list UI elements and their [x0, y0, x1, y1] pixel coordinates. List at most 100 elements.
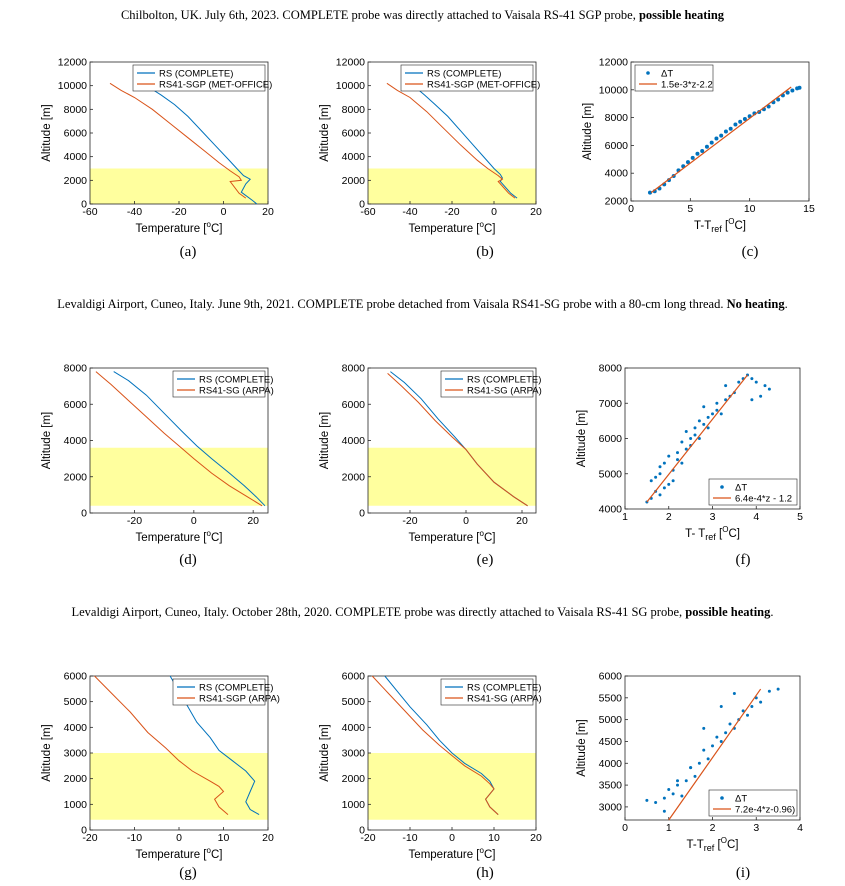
- scatter-point: [742, 116, 747, 121]
- scatter-point: [676, 451, 679, 455]
- x-tick-label: 4: [797, 822, 803, 834]
- chart-b-svg: -60 -40 -20 0 20 0 2000 4000 6000 8000 10000 12000 A…: [319, 57, 542, 236]
- y-tick-label: 0: [359, 508, 365, 520]
- scatter-point: [728, 126, 733, 131]
- series-line-1: [169, 675, 260, 816]
- y-tick-label: 0: [81, 825, 87, 837]
- legend: ΔT7.2e-4*z-0.96): [708, 789, 798, 817]
- panel-caption-b: (b): [476, 244, 494, 260]
- chart-a: -60 -40 -20 0 20 0 2000 4000 6000 8000 10000 12000 A…: [30, 52, 278, 247]
- y-tick-label: 5000: [599, 468, 623, 480]
- x-tick-label: 4: [753, 511, 759, 523]
- y-tick-label: 8000: [599, 363, 623, 375]
- scatter-point: [697, 437, 701, 440]
- legend-label: RS (COMPLETE): [199, 683, 273, 694]
- x-tick-label: -20: [127, 515, 142, 527]
- legend-label: 7.2e-4*z-0.96): [735, 805, 795, 816]
- x-tick-label: 5: [797, 511, 803, 523]
- series-line-2: [95, 371, 263, 507]
- x-axis-label: T-Tref [OC]: [694, 217, 746, 234]
- y-axis-label: Altitude [m]: [582, 103, 594, 161]
- x-axis-label: Temperature [oC]: [136, 220, 223, 235]
- panel-caption-c: (c): [741, 244, 759, 260]
- legend-label: ΔT: [661, 69, 673, 80]
- x-tick-label: -40: [402, 206, 417, 218]
- scatter-point: [706, 426, 710, 430]
- row-title-1: Chilbolton, UK. July 6th, 2023. COMPLETE…: [120, 8, 725, 22]
- y-tick-label: 4000: [342, 722, 366, 734]
- panel-caption-d: (d): [179, 552, 197, 568]
- y-tick-label: 2000: [64, 175, 88, 187]
- y-tick-label: 2000: [64, 773, 88, 785]
- y-tick-label: 6000: [342, 671, 366, 683]
- scatter-point: [759, 394, 763, 398]
- scatter-point: [711, 412, 714, 416]
- scatter-point: [750, 377, 754, 381]
- legend-label: RS (COMPLETE): [199, 375, 273, 386]
- x-tick-label: -40: [127, 206, 142, 218]
- scatter-point: [685, 160, 690, 165]
- scatter-point: [676, 783, 679, 787]
- scatter-point: [680, 794, 684, 798]
- scatter-point: [689, 766, 693, 770]
- panel-caption-h: (h): [476, 865, 494, 881]
- scatter-point: [719, 133, 724, 138]
- x-tick-label: 20: [262, 206, 274, 218]
- legend-box: [132, 64, 266, 92]
- legend-box: [708, 789, 798, 817]
- x-tick-label: 20: [530, 206, 542, 218]
- y-tick-label: 5000: [342, 696, 366, 708]
- scatter-point: [767, 387, 771, 391]
- scatter-point: [700, 148, 705, 153]
- x-tick-label: 10: [488, 832, 500, 844]
- scatter-point: [693, 426, 697, 430]
- scatter-point: [719, 412, 723, 416]
- legend-box: [172, 370, 266, 398]
- scatter-point: [719, 739, 723, 743]
- scatter-point: [724, 731, 728, 735]
- series-line-2: [386, 82, 516, 199]
- legend-label: RS (COMPLETE): [427, 69, 501, 80]
- scatter-point: [645, 798, 649, 802]
- scatter-point: [684, 447, 688, 451]
- x-tick-label: 0: [628, 203, 634, 215]
- scatter-point: [763, 384, 767, 388]
- legend-box: [440, 370, 534, 398]
- x-tick-label: -20: [82, 832, 97, 844]
- y-tick-label: 12000: [336, 57, 365, 69]
- scatter-point: [662, 809, 666, 813]
- x-tick-label: -20: [360, 832, 375, 844]
- legend: RS (COMPLETE)RS41-SGP (MET-OFFICE): [400, 64, 540, 92]
- scatter-point: [711, 744, 714, 748]
- legend-label: 6.4e-4*z - 1.2: [735, 494, 792, 505]
- y-tick-label: 4000: [599, 758, 623, 770]
- x-axis-label: T- Tref [OC]: [685, 525, 740, 542]
- y-tick-label: 5000: [64, 696, 88, 708]
- x-tick-label: 5: [687, 203, 693, 215]
- scatter-point: [667, 787, 671, 791]
- x-tick-label: -60: [360, 206, 375, 218]
- scatter-point: [654, 475, 658, 479]
- scatter-point: [724, 384, 728, 388]
- legend-box: [440, 678, 534, 706]
- scatter-point: [776, 687, 780, 691]
- shaded-band: [90, 447, 268, 506]
- x-axis-label: Temperature [oC]: [136, 846, 223, 861]
- x-tick-label: 20: [262, 832, 274, 844]
- scatter-point: [724, 398, 728, 402]
- x-tick-label: 0: [191, 515, 197, 527]
- scatter-point: [658, 493, 662, 497]
- scatter-point: [715, 401, 719, 405]
- x-tick-label: 1: [666, 822, 672, 834]
- series-line-1: [415, 87, 518, 199]
- y-tick-label: 0: [81, 508, 87, 520]
- scatter-point: [790, 88, 795, 93]
- scatter-point: [662, 796, 666, 800]
- scatter-point: [737, 380, 741, 384]
- scatter-point: [697, 761, 701, 765]
- legend-label: RS41-SG (ARPA): [467, 694, 542, 705]
- panel-caption-g: (g): [179, 865, 197, 881]
- shaded-band: [90, 753, 268, 820]
- y-tick-label: 12000: [58, 57, 87, 69]
- y-tick-label: 4500: [599, 736, 623, 748]
